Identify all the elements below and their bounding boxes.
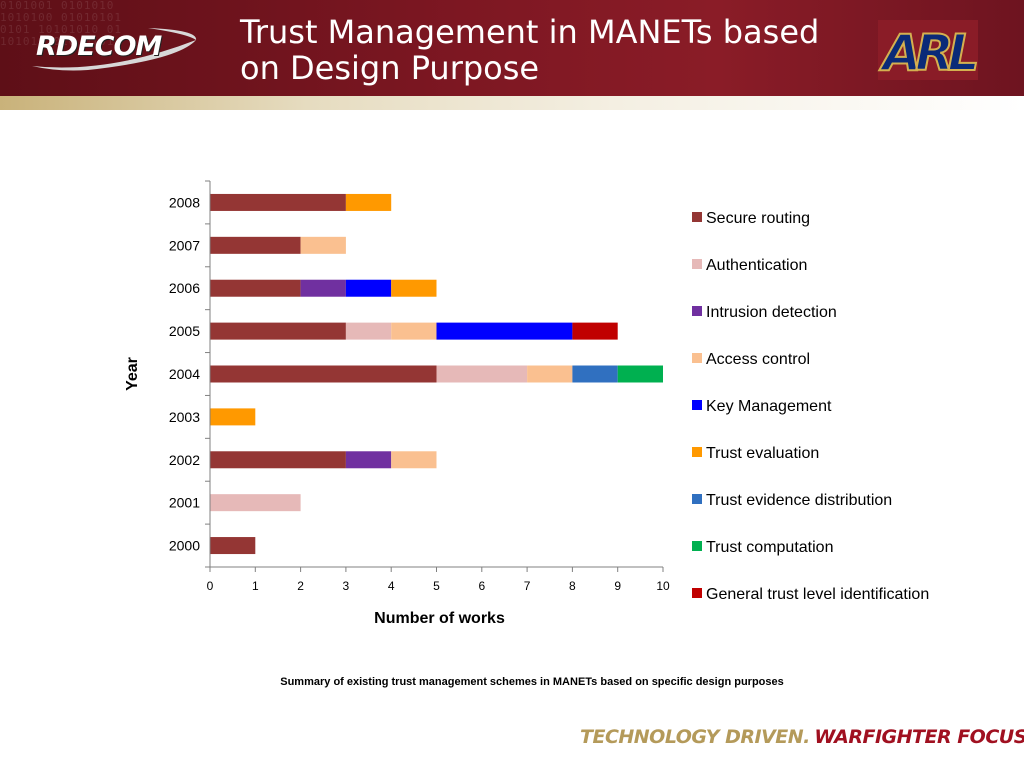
legend-swatch [692,494,702,504]
legend-label: Intrusion detection [706,304,837,321]
rdecom-swoosh-icon [32,28,197,71]
x-tick-label: 3 [343,579,350,593]
slide-title: Trust Management in MANETs based on Desi… [240,13,820,87]
arl-logo: ARL [876,14,984,84]
bar-segment [572,365,618,383]
legend-label: Trust evidence distribution [706,492,892,509]
x-tick-label: 2 [297,579,304,593]
x-tick-label: 5 [433,579,440,593]
legend-swatch [692,447,702,457]
bar-segment [617,365,663,383]
bar-segment [210,537,256,555]
bar-segment [210,279,301,297]
y-axis-title: Year [124,357,141,391]
bar-segment [300,236,346,254]
x-tick-label: 9 [614,579,621,593]
bar-segment [572,322,618,340]
x-tick-label: 7 [524,579,531,593]
bar-segment [391,451,437,469]
y-tick-label: 2008 [169,194,200,210]
bar-segment [210,365,437,383]
legend-swatch [692,400,702,410]
header-stripe [0,96,1024,110]
x-tick-label: 10 [656,579,670,593]
bar-segment [436,322,573,340]
legend-swatch [692,541,702,551]
bar-segment [210,322,346,340]
legend-label: Authentication [706,257,807,274]
y-tick-label: 2007 [169,237,200,253]
y-tick-label: 2001 [169,495,200,511]
legend-label: Secure routing [706,210,810,227]
bar-segment [345,279,392,297]
x-tick-label: 6 [478,579,485,593]
legend-swatch [692,306,702,316]
x-tick-label: 8 [569,579,576,593]
bar-segment [210,408,256,426]
bar-segment [210,236,301,254]
legend-label: General trust level identification [706,586,929,603]
legend: Secure routing Authentication Intrusion de… [692,210,929,603]
bar-segment [300,279,346,297]
bar-segment [345,451,392,469]
legend-label: Access control [706,351,810,368]
y-tick-label: 2002 [169,452,200,468]
legend-swatch [692,259,702,269]
y-tick-label: 2005 [169,323,200,339]
rdecom-logo-text: RDECOM [36,31,162,62]
bar-segment [345,322,392,340]
bar-segment [345,193,392,211]
y-tick-label: 2003 [169,409,200,425]
y-tick-label: 2006 [169,280,200,296]
y-tick-label: 2004 [169,366,200,382]
bar-segment [210,451,346,469]
footer-tagline: TECHNOLOGY DRIVEN. WARFIGHTER FOCUSED. [580,726,1024,752]
legend-swatch [692,588,702,598]
bar-segment [527,365,573,383]
x-axis-title: Number of works [374,610,505,627]
y-tick-label: 2000 [169,538,200,554]
x-tick-label: 4 [388,579,395,593]
bar-segment [210,494,301,512]
x-axis-ticks: 0 1 2 3 4 5 6 7 8 9 10 [207,567,670,593]
legend-label: Trust evaluation [706,445,819,462]
x-tick-label: 0 [207,579,214,593]
bar-segment [210,193,346,211]
tagline-technology-driven: TECHNOLOGY DRIVEN. [580,726,810,748]
figure-caption: Summary of existing trust management sch… [280,676,784,688]
legend-label: Key Management [706,398,832,415]
legend-swatch [692,212,702,222]
legend-swatch [692,353,702,363]
bar-segment [436,365,528,383]
y-axis-ticks: 2000 2001 2002 2003 2004 2005 2006 2007 2008 [169,180,210,568]
bars-layer [210,193,663,555]
x-tick-label: 1 [252,579,259,593]
bar-segment [391,279,437,297]
bar-segment [391,322,437,340]
rdecom-logo: RDECOM [28,26,203,74]
arl-logo-text: ARL [878,24,976,82]
legend-label: Trust computation [706,539,833,556]
header-banner: 0101001 0101010 1010100 01010101 0101 10… [0,0,1024,96]
binary-texture: 0101001 0101010 1010100 01010101 0101 10… [0,0,122,48]
tagline-warfighter-focused: WARFIGHTER FOCUSED. [814,726,1024,748]
